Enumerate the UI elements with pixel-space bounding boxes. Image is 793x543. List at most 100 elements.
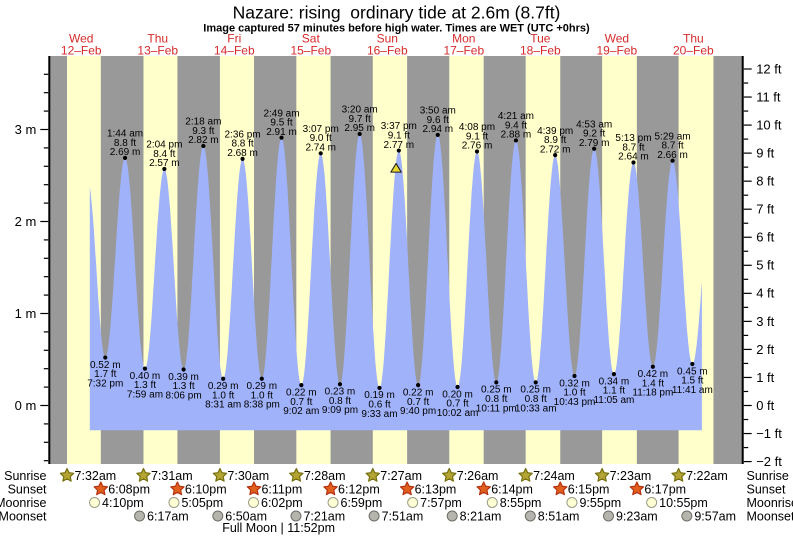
high-tide-metres: 2.82 m <box>188 135 219 146</box>
low-tide-time: 8:31 am <box>205 400 241 411</box>
left-axis-minor-tick <box>44 166 49 167</box>
left-axis-line <box>48 56 50 464</box>
sunrise-time: 7:22am <box>686 469 728 483</box>
left-axis-minor-tick <box>44 239 49 240</box>
right-axis-minor-tick <box>744 391 749 392</box>
high-tide-metres: 2.88 m <box>501 130 532 141</box>
right-axis-major-tick <box>744 349 752 350</box>
right-axis-tick-label: 4 ft <box>756 286 774 301</box>
moonset-moon-icon <box>525 511 535 521</box>
sunset-star-icon <box>324 482 337 495</box>
sunrise-star-icon <box>595 469 608 482</box>
right-axis-major-tick <box>744 96 752 97</box>
sunrise-star-icon <box>213 469 226 482</box>
moonrise-moon-icon <box>90 498 100 508</box>
sunset-star-icon <box>247 482 260 495</box>
left-axis-minor-tick <box>44 368 49 369</box>
high-tide-metres: 2.95 m <box>344 123 375 134</box>
left-axis-major-tick <box>40 129 48 130</box>
sunset-row-label-right: Sunset <box>747 482 786 496</box>
left-axis-minor-tick <box>44 331 49 332</box>
sunrise-star-icon <box>443 469 456 482</box>
left-axis-minor-tick <box>44 460 49 461</box>
day-date-label: 18–Feb <box>520 43 561 57</box>
day-date-label: 15–Feb <box>290 43 331 57</box>
chart-subtitle: Image captured 57 minutes before high wa… <box>203 23 590 35</box>
sunset-time: 6:12pm <box>338 482 380 496</box>
left-axis-tick-label: 3 m <box>15 122 37 137</box>
low-tide-time: 10:11 pm <box>476 403 517 414</box>
right-axis-tick-label: 3 ft <box>756 314 774 329</box>
moonset-time: 6:17am <box>147 509 189 523</box>
left-axis-major-tick <box>40 221 48 222</box>
day-date-label: 14–Feb <box>214 43 255 57</box>
high-tide-metres: 2.72 m <box>540 144 571 155</box>
sunrise-star-icon <box>137 469 150 482</box>
left-axis-major-tick <box>40 405 48 406</box>
day-date-label: 19–Feb <box>596 43 637 57</box>
left-axis-minor-tick <box>44 147 49 148</box>
sunset-star-icon <box>400 482 413 495</box>
right-axis-tick-label: 5 ft <box>756 258 774 273</box>
sunset-time: 6:14pm <box>491 482 533 496</box>
right-axis-major-tick <box>744 377 752 378</box>
right-axis-tick-label: 8 ft <box>756 174 774 189</box>
high-tide-metres: 2.57 m <box>149 158 180 169</box>
left-axis-minor-tick <box>44 276 49 277</box>
right-axis-minor-tick <box>744 307 749 308</box>
right-axis-major-tick <box>744 265 752 266</box>
day-date-label: 20–Feb <box>673 43 714 57</box>
left-axis-minor-tick <box>44 92 49 93</box>
moonrise-moon-icon <box>328 498 338 508</box>
moonrise-moon-icon <box>408 498 418 508</box>
sunrise-time: 7:28am <box>304 469 346 483</box>
right-axis-tick-label: 1 ft <box>756 370 774 385</box>
moonset-time: 9:57am <box>694 509 736 523</box>
right-axis-major-tick <box>744 181 752 182</box>
sunset-star-icon <box>94 482 107 495</box>
day-date-label: 12–Feb <box>61 43 102 57</box>
sunrise-star-icon <box>519 469 532 482</box>
sunrise-star-icon <box>290 469 303 482</box>
right-axis-minor-tick <box>744 335 749 336</box>
low-tide-time: 11:41 am <box>672 385 713 396</box>
moonset-time: 8:51am <box>538 509 580 523</box>
right-axis-minor-tick <box>744 139 749 140</box>
high-tide-metres: 2.66 m <box>657 150 688 161</box>
moonset-row-label-right: Moonset <box>747 509 793 523</box>
moonrise-time: 7:57pm <box>420 496 462 510</box>
left-axis-tick-label: 1 m <box>15 306 37 321</box>
sunset-time: 6:08pm <box>108 482 150 496</box>
left-axis-minor-tick <box>44 295 49 296</box>
moonrise-moon-icon <box>487 498 497 508</box>
moonrise-time: 9:55pm <box>579 496 621 510</box>
full-moon-note: Full Moon | 11:52pm <box>222 521 335 535</box>
moonset-moon-icon <box>447 511 457 521</box>
right-axis-tick-label: 9 ft <box>756 146 774 161</box>
sunrise-time: 7:27am <box>380 469 422 483</box>
sunrise-star-icon <box>366 469 379 482</box>
left-axis-tick-label: 2 m <box>15 214 37 229</box>
right-axis-minor-tick <box>744 110 749 111</box>
left-axis-minor-tick <box>44 111 49 112</box>
left-axis-minor-tick <box>44 423 49 424</box>
high-tide-metres: 2.74 m <box>305 143 336 154</box>
high-tide-metres: 2.77 m <box>384 140 415 151</box>
sunset-time: 6:15pm <box>568 482 610 496</box>
sunrise-time: 7:23am <box>610 469 652 483</box>
sunrise-row-label-left: Sunrise <box>4 469 46 483</box>
moonrise-moon-icon <box>567 498 577 508</box>
low-tide-time: 11:18 pm <box>632 388 673 399</box>
moonrise-time: 10:55pm <box>659 496 708 510</box>
moonrise-row-label-right: Moonrise <box>747 496 793 510</box>
moonrise-time: 8:55pm <box>500 496 542 510</box>
right-axis-line <box>742 56 744 464</box>
right-axis-minor-tick <box>744 363 749 364</box>
low-tide-time: 11:05 am <box>593 395 634 406</box>
low-tide-time: 8:38 pm <box>244 400 280 411</box>
moonset-row-label-left: Moonset <box>0 509 47 523</box>
high-tide-metres: 2.68 m <box>227 148 258 159</box>
day-date-label: 17–Feb <box>443 43 484 57</box>
